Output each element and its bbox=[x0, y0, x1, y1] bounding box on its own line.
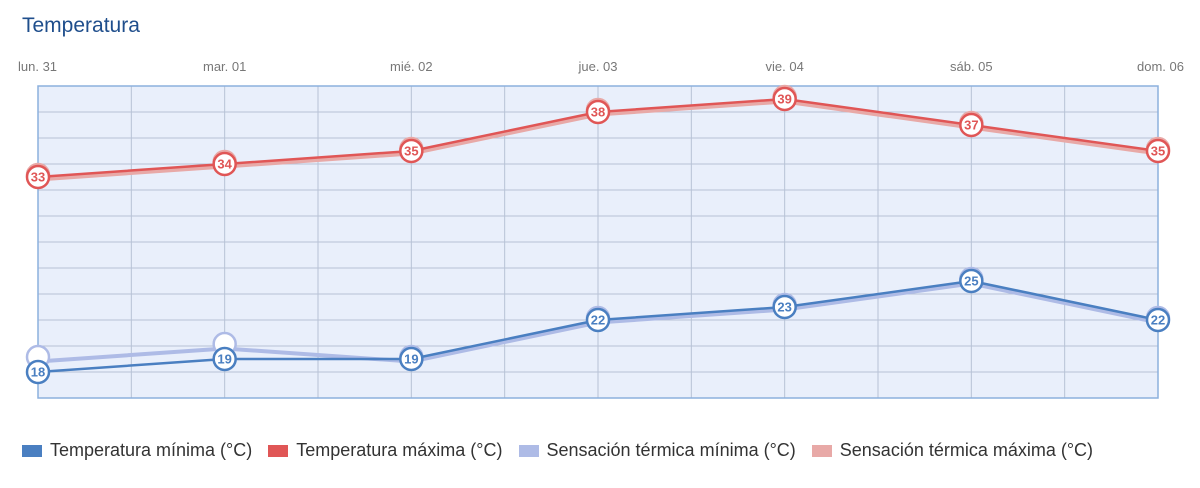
data-point bbox=[399, 346, 424, 372]
data-label: 34 bbox=[217, 157, 232, 172]
x-tick-label: jue. 03 bbox=[577, 59, 617, 74]
data-label: 33 bbox=[31, 170, 45, 185]
legend-label-max: Temperatura máxima (°C) bbox=[296, 440, 503, 460]
x-tick-label: vie. 04 bbox=[766, 59, 804, 74]
data-point bbox=[25, 359, 51, 385]
data-label: 18 bbox=[31, 365, 45, 380]
data-label: 38 bbox=[591, 105, 605, 120]
legend-label-feels-min: Sensación térmica mínima (°C) bbox=[546, 440, 796, 460]
data-label: 37 bbox=[964, 118, 978, 133]
data-point bbox=[212, 346, 237, 372]
legend: Temperatura mínima (°C) Temperatura máxi… bbox=[22, 440, 1093, 461]
data-point bbox=[399, 138, 424, 164]
x-tick-label: lun. 31 bbox=[18, 59, 57, 74]
x-tick-label: mié. 02 bbox=[390, 59, 433, 74]
data-point bbox=[772, 86, 797, 112]
data-label: 19 bbox=[217, 352, 231, 367]
legend-item-feels-min[interactable]: Sensación térmica mínima (°C) bbox=[518, 440, 796, 461]
legend-label-min: Temperatura mínima (°C) bbox=[50, 440, 253, 460]
legend-label-feels-max: Sensación térmica máxima (°C) bbox=[839, 440, 1094, 460]
data-label: 35 bbox=[404, 144, 418, 159]
legend-swatch-max bbox=[268, 444, 289, 457]
data-point bbox=[1145, 307, 1171, 333]
temperature-chart: lun. 31 mar. 01 mié. 02 jue. 03 vie. 04 sáb. … bbox=[18, 59, 1184, 399]
data-label: 39 bbox=[777, 92, 791, 107]
x-tick-label: sáb. 05 bbox=[950, 59, 993, 74]
data-point bbox=[959, 112, 984, 138]
legend-swatch-min bbox=[22, 444, 42, 457]
data-point bbox=[959, 268, 984, 294]
legend-item-feels-max[interactable]: Sensación térmica máxima (°C) bbox=[811, 440, 1094, 461]
legend-swatch-feels-max bbox=[811, 444, 832, 457]
x-tick-label: dom. 06 bbox=[1137, 59, 1184, 74]
data-point bbox=[585, 307, 611, 333]
legend-item-min[interactable]: Temperatura mínima (°C) bbox=[22, 440, 252, 461]
data-label: 23 bbox=[777, 300, 791, 315]
x-tick-label: mar. 01 bbox=[203, 59, 246, 74]
data-point bbox=[212, 151, 237, 177]
legend-item-max[interactable]: Temperatura máxima (°C) bbox=[268, 440, 503, 461]
data-point bbox=[772, 294, 797, 320]
data-label: 22 bbox=[1151, 313, 1165, 328]
data-point bbox=[585, 99, 611, 125]
data-label: 22 bbox=[591, 313, 605, 328]
legend-swatch-feels-min bbox=[518, 444, 539, 457]
data-label: 19 bbox=[404, 352, 418, 367]
chart-title: Temperatura bbox=[22, 14, 140, 37]
data-point bbox=[1145, 138, 1171, 164]
data-point bbox=[25, 164, 51, 190]
plot-border bbox=[37, 85, 1159, 399]
data-label: 25 bbox=[964, 274, 978, 289]
data-label: 35 bbox=[1151, 144, 1165, 159]
